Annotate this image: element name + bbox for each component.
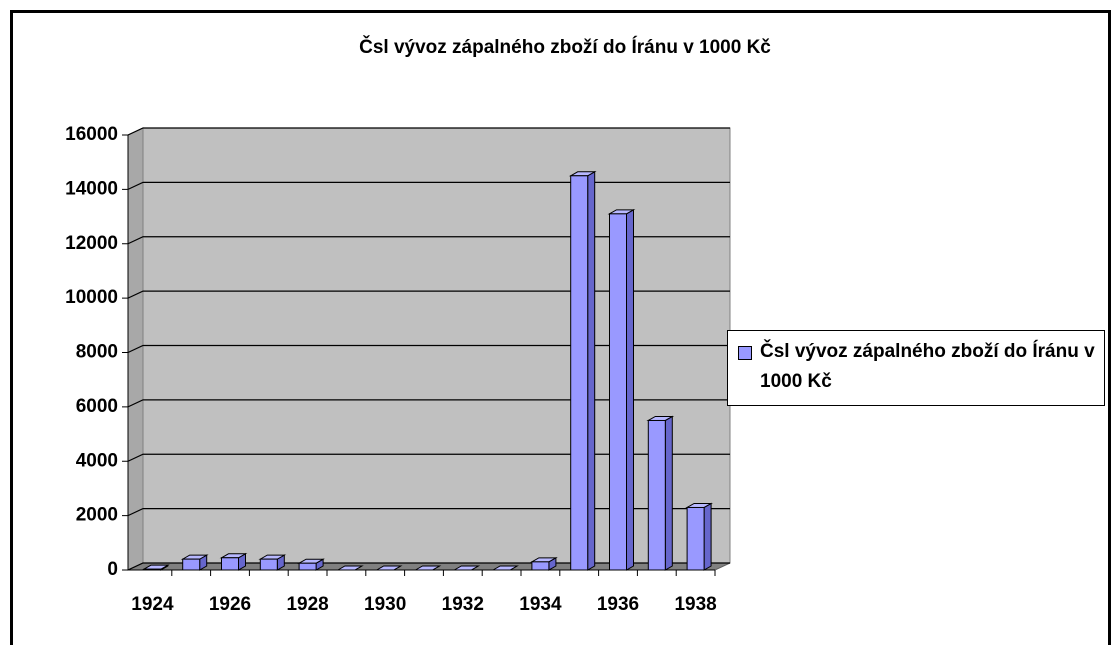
bar-top	[491, 565, 519, 571]
bar	[219, 552, 248, 571]
y-tick-label: 8000	[76, 342, 118, 363]
bar-front	[686, 506, 705, 571]
grid-line	[127, 127, 730, 136]
bar	[258, 554, 287, 571]
bar	[180, 554, 209, 571]
bar	[646, 415, 675, 571]
y-tick-label: 6000	[76, 396, 118, 417]
x-tick-label: 1934	[519, 594, 562, 615]
bar	[336, 565, 364, 571]
legend-label: Čsl vývoz zápalného zboží do Íránu v 100…	[760, 341, 1095, 392]
bar	[142, 564, 170, 571]
chart-border	[10, 10, 1111, 645]
bar	[374, 565, 403, 571]
y-tick-label: 0	[107, 559, 118, 580]
y-tick-label: 4000	[76, 450, 118, 471]
x-tick-label: 1932	[442, 594, 484, 615]
bar-front	[531, 561, 550, 571]
grid-line	[127, 344, 730, 354]
y-tick-label: 16000	[65, 124, 118, 145]
x-tick-label: 1924	[131, 594, 174, 615]
grid-line	[127, 181, 730, 190]
bar	[568, 170, 597, 571]
bar	[685, 502, 713, 571]
bar	[413, 565, 442, 571]
bar-front	[259, 558, 278, 571]
x-tick-label: 1930	[364, 594, 406, 615]
bar-front	[570, 175, 589, 571]
bar	[452, 565, 481, 571]
grid-line	[127, 290, 730, 299]
bar-side	[626, 208, 634, 571]
x-tick-label: 1928	[286, 594, 328, 615]
bar-front	[221, 557, 239, 571]
grid-line	[127, 508, 730, 517]
bar-front	[647, 419, 666, 571]
bar-top	[452, 565, 481, 571]
x-tick-label: 1936	[597, 594, 639, 615]
bar-side	[703, 502, 712, 571]
grid-line	[127, 236, 730, 245]
bar-front	[298, 562, 317, 571]
bar-top	[336, 565, 364, 571]
y-tick-label: 12000	[65, 233, 118, 254]
chart-title: Čsl vývoz zápalného zboží do Íránu v 100…	[359, 36, 771, 58]
bar-side	[587, 170, 596, 571]
x-tick-label: 1938	[674, 594, 716, 615]
bar-top	[413, 565, 442, 571]
bar-top	[374, 565, 403, 571]
legend: Čsl vývoz zápalného zboží do Íránu v 100…	[727, 330, 1105, 406]
bar	[607, 208, 636, 571]
bar-side	[664, 415, 673, 571]
plot-area: 0 2000 4000 6000 8000 10000 12000 14000 16000 192…	[65, 124, 731, 615]
bar	[297, 558, 325, 571]
grid-line	[127, 453, 730, 462]
legend-swatch	[738, 346, 752, 360]
y-tick-label: 10000	[65, 287, 118, 308]
bar-front	[143, 568, 162, 571]
bar	[491, 565, 519, 571]
bar-front	[182, 558, 201, 571]
y-tick-label: 14000	[65, 178, 118, 199]
grid-line	[127, 399, 730, 408]
bar-front	[609, 213, 627, 571]
y-tick-label: 2000	[76, 505, 118, 526]
x-tick-label: 1926	[209, 594, 251, 615]
bar	[530, 556, 558, 571]
